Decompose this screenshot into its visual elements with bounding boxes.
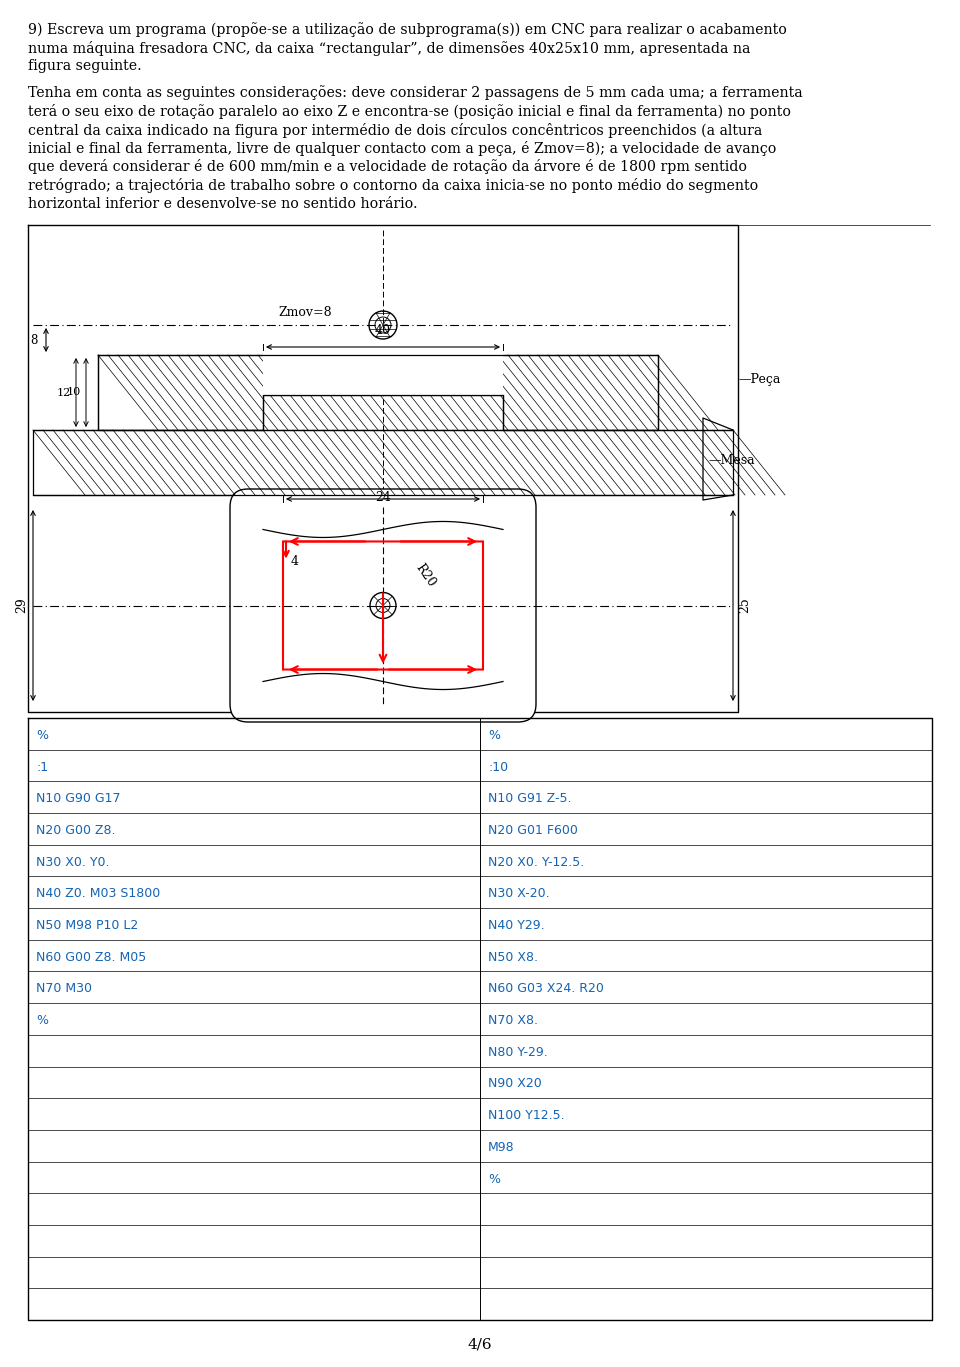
Text: inicial e final da ferramenta, livre de qualquer contacto com a peça, é Zmov=8);: inicial e final da ferramenta, livre de … (28, 141, 777, 156)
Text: N70 M30: N70 M30 (36, 983, 92, 995)
Text: 8: 8 (31, 334, 38, 346)
Text: %: % (36, 1014, 48, 1027)
Text: N40 Y29.: N40 Y29. (488, 919, 544, 932)
Text: N40 Z0. M03 S1800: N40 Z0. M03 S1800 (36, 887, 160, 901)
Text: %: % (488, 729, 500, 742)
Bar (263, 354, 503, 395)
Text: 12: 12 (57, 387, 71, 398)
Text: N90 X20: N90 X20 (488, 1077, 541, 1091)
Text: retrógrado; a trajectória de trabalho sobre o contorno da caixa inicia-se no pon: retrógrado; a trajectória de trabalho so… (28, 178, 758, 193)
Text: 4/6: 4/6 (468, 1338, 492, 1352)
Text: Zmov=8: Zmov=8 (278, 306, 331, 320)
Text: N10 G90 G17: N10 G90 G17 (36, 793, 121, 805)
Text: N50 X8.: N50 X8. (488, 950, 538, 964)
Text: N80 Y-29.: N80 Y-29. (488, 1046, 548, 1059)
Text: 40: 40 (375, 324, 391, 338)
Text: 4: 4 (291, 555, 299, 567)
Text: 10: 10 (67, 387, 81, 396)
Text: 24: 24 (375, 491, 391, 504)
Text: N60 G03 X24. R20: N60 G03 X24. R20 (488, 983, 604, 995)
Text: —Peça: —Peça (738, 373, 780, 387)
Text: horizontal inferior e desenvolve-se no sentido horário.: horizontal inferior e desenvolve-se no s… (28, 197, 418, 211)
Text: %: % (488, 1173, 500, 1185)
Text: :10: :10 (488, 760, 508, 774)
Text: Tenha em conta as seguintes considerações: deve considerar 2 passagens de 5 mm c: Tenha em conta as seguintes consideraçõe… (28, 86, 803, 100)
Text: N70 X8.: N70 X8. (488, 1014, 538, 1027)
Text: terá o seu eixo de rotação paralelo ao eixo Z e encontra-se (posição inicial e f: terá o seu eixo de rotação paralelo ao e… (28, 104, 791, 119)
Text: central da caixa indicado na figura por intermédio de dois círculos concêntricos: central da caixa indicado na figura por … (28, 123, 762, 138)
Text: que deverá considerar é de 600 mm/min e a velocidade de rotação da árvore é de 1: que deverá considerar é de 600 mm/min e … (28, 160, 747, 175)
Text: N50 M98 P10 L2: N50 M98 P10 L2 (36, 919, 138, 932)
Text: numa máquina fresadora CNC, da caixa “rectangular”, de dimensões 40x25x10 mm, ap: numa máquina fresadora CNC, da caixa “re… (28, 41, 751, 56)
Text: 9) Escreva um programa (propõe-se a utilização de subprograma(s)) em CNC para re: 9) Escreva um programa (propõe-se a util… (28, 22, 787, 37)
Text: R20: R20 (413, 562, 438, 589)
Text: N10 G91 Z-5.: N10 G91 Z-5. (488, 793, 571, 805)
Text: N20 X0. Y-12.5.: N20 X0. Y-12.5. (488, 856, 585, 868)
Text: —Mesa: —Mesa (708, 454, 755, 466)
Text: figura seguinte.: figura seguinte. (28, 59, 142, 72)
FancyBboxPatch shape (230, 489, 536, 722)
Text: :1: :1 (36, 760, 48, 774)
Text: N20 G00 Z8.: N20 G00 Z8. (36, 824, 115, 837)
Text: N30 X-20.: N30 X-20. (488, 887, 550, 901)
Text: N60 G00 Z8. M05: N60 G00 Z8. M05 (36, 950, 146, 964)
Text: N100 Y12.5.: N100 Y12.5. (488, 1109, 564, 1122)
Text: N30 X0. Y0.: N30 X0. Y0. (36, 856, 109, 868)
Bar (33, 431, 733, 495)
Text: N20 G01 F600: N20 G01 F600 (488, 824, 578, 837)
Text: M98: M98 (488, 1141, 515, 1154)
Text: 25: 25 (738, 597, 751, 614)
Text: %: % (36, 729, 48, 742)
Text: 29: 29 (15, 597, 28, 614)
